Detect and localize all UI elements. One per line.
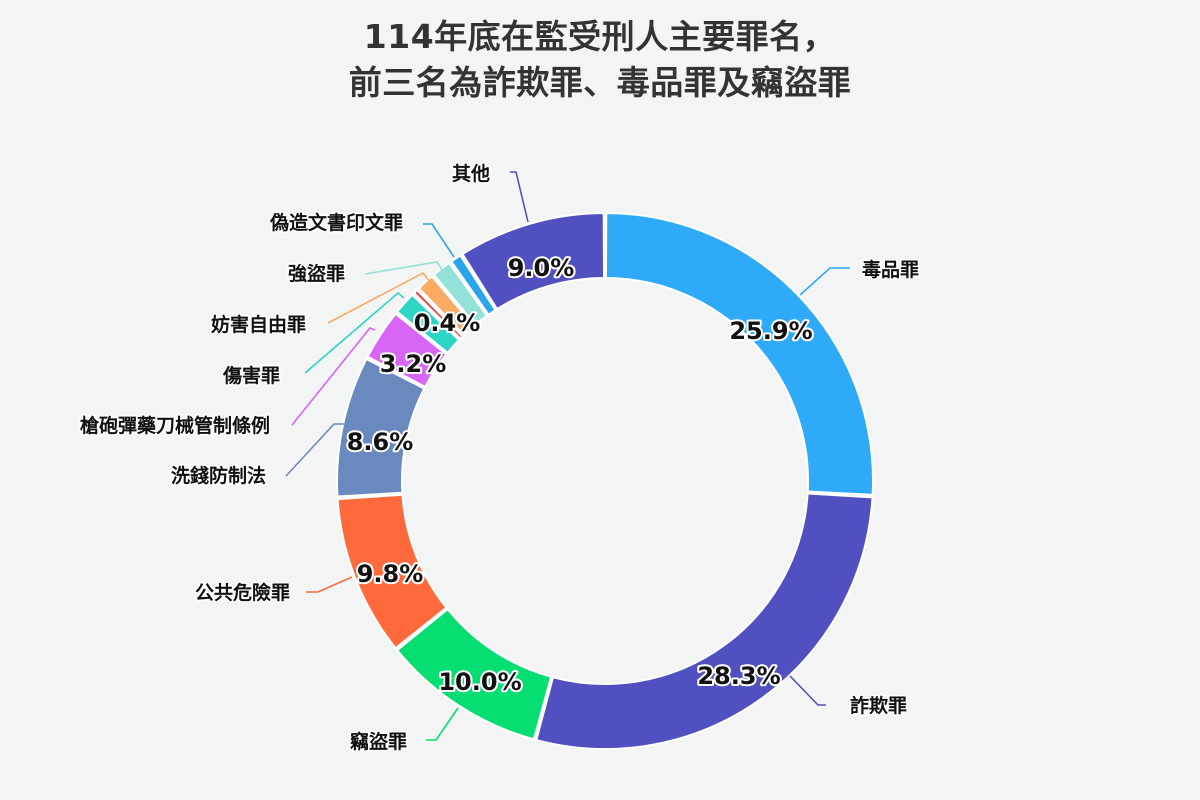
leader-line — [426, 707, 459, 741]
category-label: 詐欺罪 — [850, 694, 907, 717]
leader-line — [291, 327, 376, 426]
donut-slice[interactable] — [604, 212, 874, 496]
leader-line — [285, 423, 344, 477]
percentage-label: 25.9% — [729, 317, 812, 345]
category-label: 竊盜罪 — [350, 730, 407, 753]
chart-title: 114年底在監受刑人主要罪名， 前三名為詐欺罪、毒品罪及竊盜罪 — [0, 14, 1200, 106]
donut-slice[interactable] — [336, 493, 448, 650]
category-label: 其他 — [452, 162, 490, 185]
leader-line — [510, 171, 529, 223]
leader-line — [423, 223, 455, 258]
donut-slice[interactable] — [432, 261, 488, 326]
leader-line — [327, 271, 431, 324]
category-label: 毒品罪 — [862, 258, 919, 281]
leader-line — [799, 267, 850, 296]
category-label: 偽造文書印文罪 — [269, 211, 403, 234]
percentage-labels: 25.9% 28.3% 10.0% 9.8% 8.6% 3.2% 0.4% 9.0% — [345, 252, 815, 698]
donut-slice[interactable] — [450, 254, 497, 316]
donut-slices — [336, 212, 874, 750]
percentage-label: 0.4% — [414, 309, 481, 337]
leader-line — [789, 675, 826, 706]
category-label: 妨害自由罪 — [211, 313, 306, 336]
percentage-label: 9.0% — [508, 254, 575, 282]
category-label: 傷害罪 — [222, 364, 280, 387]
donut-slice[interactable] — [396, 608, 553, 741]
donut-slice[interactable] — [396, 293, 460, 354]
donut-slice[interactable] — [336, 357, 426, 498]
leader-line — [364, 261, 444, 275]
leader-line — [304, 291, 405, 374]
percentage-label: 28.3% — [697, 662, 780, 690]
donut-slice[interactable] — [417, 275, 475, 336]
chart-title-line-1: 114年底在監受刑人主要罪名， — [363, 17, 837, 56]
donut-slice[interactable] — [535, 492, 874, 750]
percentage-label: 10.0% — [438, 668, 521, 696]
percentage-label: 8.6% — [347, 428, 414, 456]
category-label: 槍砲彈藥刀械管制條例 — [80, 414, 270, 437]
category-label: 公共危險罪 — [195, 581, 290, 604]
percentage-label: 9.8% — [357, 560, 424, 588]
category-label: 強盜罪 — [288, 262, 345, 285]
leader-lines — [285, 171, 850, 741]
category-label: 洗錢防制法 — [171, 464, 266, 487]
chart-title-line-2: 前三名為詐欺罪、毒品罪及竊盜罪 — [348, 63, 852, 102]
donut-slice[interactable] — [461, 212, 606, 311]
percentage-label: 3.2% — [380, 350, 447, 378]
leader-line — [306, 576, 353, 593]
donut-slice[interactable] — [366, 312, 448, 388]
donut-slice[interactable] — [413, 289, 464, 340]
